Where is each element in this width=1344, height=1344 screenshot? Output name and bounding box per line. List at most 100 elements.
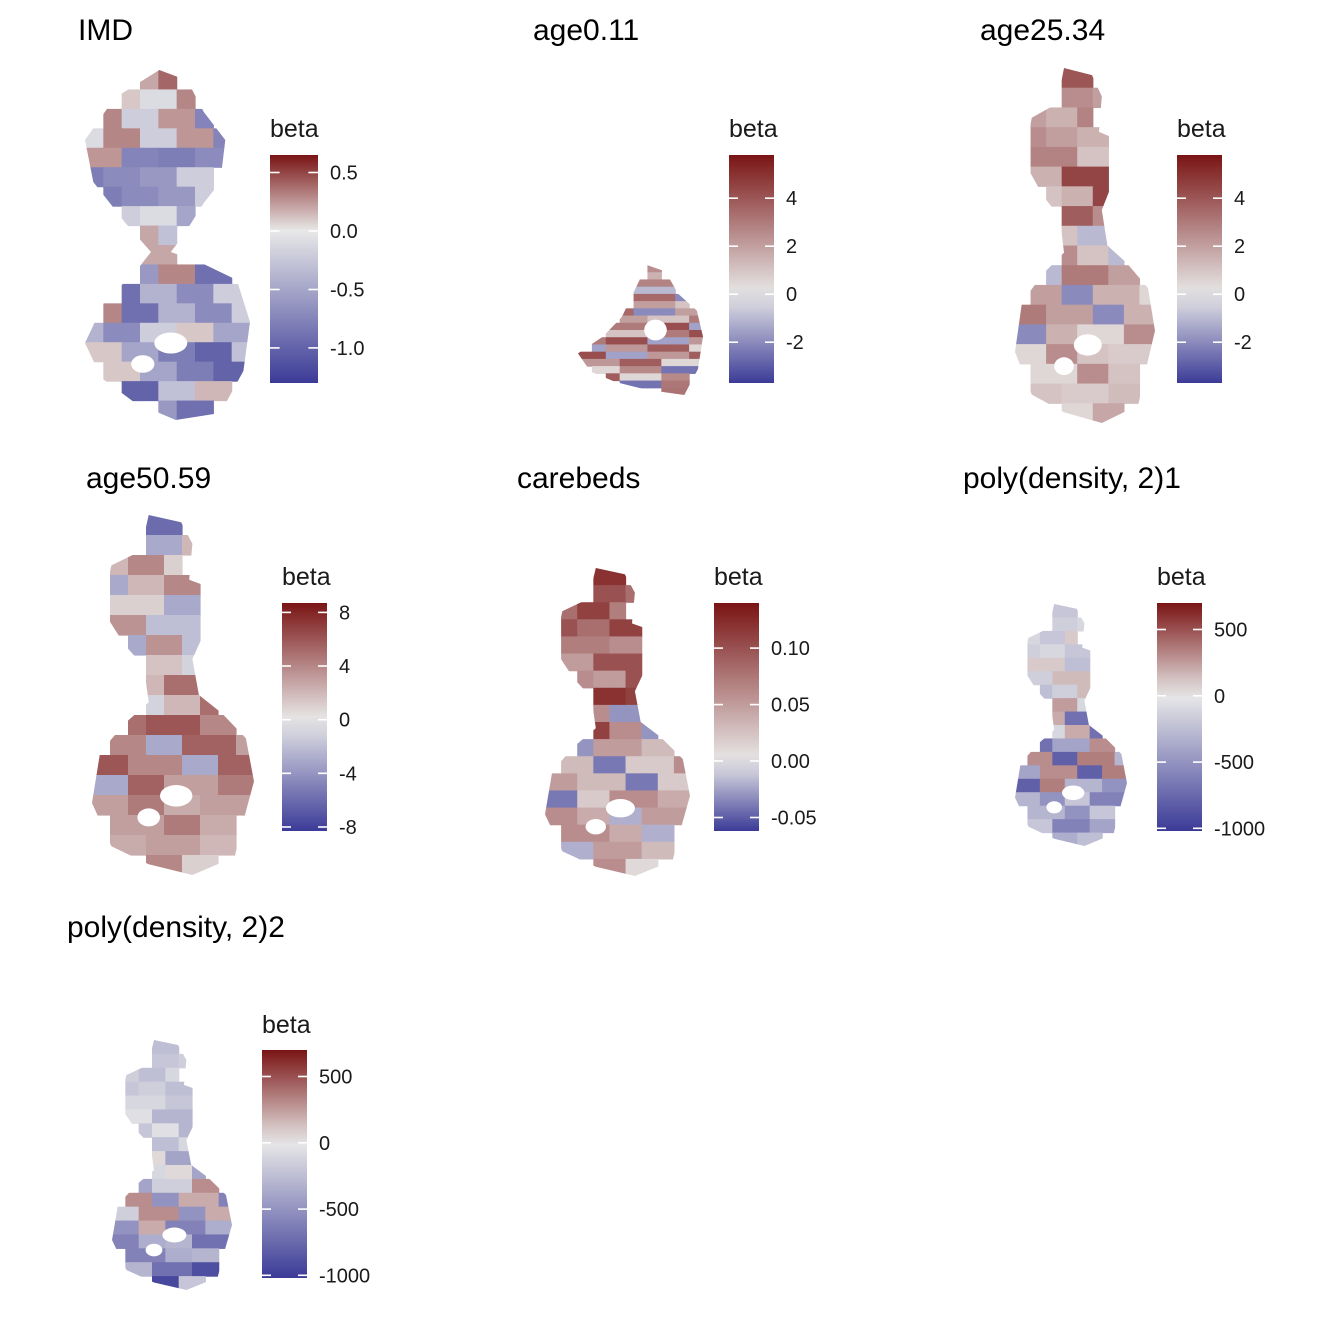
map-region xyxy=(593,756,611,774)
map-region xyxy=(128,715,147,736)
map-region xyxy=(661,351,676,360)
map-region xyxy=(165,1276,180,1290)
legend-colorbar xyxy=(714,603,759,831)
map-region xyxy=(561,756,578,774)
map-region xyxy=(593,670,611,689)
map-region xyxy=(176,128,196,149)
map-region xyxy=(146,675,165,696)
map-region xyxy=(146,855,165,875)
map-region xyxy=(121,303,141,324)
map-region xyxy=(1114,765,1127,780)
map-region xyxy=(176,206,196,227)
map-region xyxy=(1061,403,1078,423)
map-region xyxy=(158,147,178,168)
map-region xyxy=(1052,644,1066,659)
map-region xyxy=(633,344,649,353)
map-region xyxy=(1030,166,1047,187)
map-region xyxy=(125,1248,140,1263)
map-region xyxy=(182,655,201,676)
map-region xyxy=(182,675,201,696)
map-region xyxy=(1039,657,1053,672)
map-region xyxy=(675,358,690,367)
map-region xyxy=(1077,107,1094,128)
map-region xyxy=(182,735,201,756)
map-hole xyxy=(585,819,606,835)
map-region xyxy=(1027,805,1041,820)
map-region xyxy=(605,344,621,353)
map-region xyxy=(619,308,635,317)
map-region xyxy=(192,1192,206,1208)
map-region xyxy=(619,358,635,367)
choropleth-map xyxy=(92,515,254,875)
map-region xyxy=(625,670,643,689)
map-region xyxy=(619,380,635,389)
map-region xyxy=(158,225,178,246)
map-region xyxy=(1108,304,1125,325)
map-region xyxy=(158,70,178,91)
legend-colorbar xyxy=(270,155,318,383)
map-region xyxy=(178,1178,193,1194)
map-region xyxy=(1077,657,1091,672)
map-region xyxy=(675,308,690,317)
map-region xyxy=(1064,725,1078,740)
map-region xyxy=(1039,738,1053,753)
map-region xyxy=(1046,265,1063,286)
map-region xyxy=(1092,146,1109,168)
map-region xyxy=(1061,324,1078,345)
map-region xyxy=(1027,671,1041,686)
map-region xyxy=(593,585,611,603)
map-hole xyxy=(145,1243,163,1257)
map-region xyxy=(647,373,662,382)
panel-title: age25.34 xyxy=(980,14,1105,47)
map-region xyxy=(158,245,178,266)
map-region xyxy=(1064,819,1078,834)
map-region xyxy=(593,841,611,860)
map-region xyxy=(591,344,607,353)
map-region xyxy=(1123,363,1141,385)
map-region xyxy=(1077,738,1091,753)
map-region xyxy=(178,1165,193,1180)
map-region xyxy=(152,1109,166,1124)
map-region xyxy=(593,739,611,757)
map-region xyxy=(165,1151,180,1166)
map-region xyxy=(641,790,659,809)
map-region xyxy=(195,128,214,149)
map-region xyxy=(675,322,690,331)
map-region xyxy=(675,380,690,389)
map-region xyxy=(1064,644,1078,659)
map-region xyxy=(619,366,635,374)
map-region xyxy=(146,635,165,656)
map-region xyxy=(195,108,214,129)
map-region xyxy=(625,858,643,876)
map-panels: IMDbeta0.50.0-0.5-1.0age0.11beta420-2age… xyxy=(67,14,1265,1290)
map-region xyxy=(1061,186,1078,207)
map-region xyxy=(200,735,219,756)
map-region xyxy=(675,373,690,382)
map-region xyxy=(213,128,233,149)
map-region xyxy=(121,322,141,343)
map-region xyxy=(213,342,233,363)
map-region xyxy=(146,715,165,736)
legend-tick-label: 0.10 xyxy=(771,638,810,660)
map-region xyxy=(205,1206,220,1222)
map-region xyxy=(152,1206,166,1222)
map-region xyxy=(1052,765,1066,780)
map-region xyxy=(140,206,159,227)
map-region xyxy=(577,602,594,620)
legend-tick-label: -0.05 xyxy=(771,808,817,830)
map-region xyxy=(140,303,159,324)
map-region xyxy=(1052,671,1066,686)
map-region xyxy=(140,283,159,304)
map-region xyxy=(164,655,183,676)
map-region xyxy=(140,89,159,110)
map-region xyxy=(1108,284,1125,306)
map-region xyxy=(1064,657,1078,672)
map-region xyxy=(609,636,627,655)
map-region xyxy=(121,147,141,168)
panel-2: age25.34 beta 4 2 0 -2 xyxy=(980,14,1252,423)
map-region xyxy=(218,1234,232,1249)
map-region xyxy=(1092,363,1109,385)
map-region xyxy=(578,358,593,367)
map-region xyxy=(1061,107,1078,128)
map-region xyxy=(675,315,690,324)
